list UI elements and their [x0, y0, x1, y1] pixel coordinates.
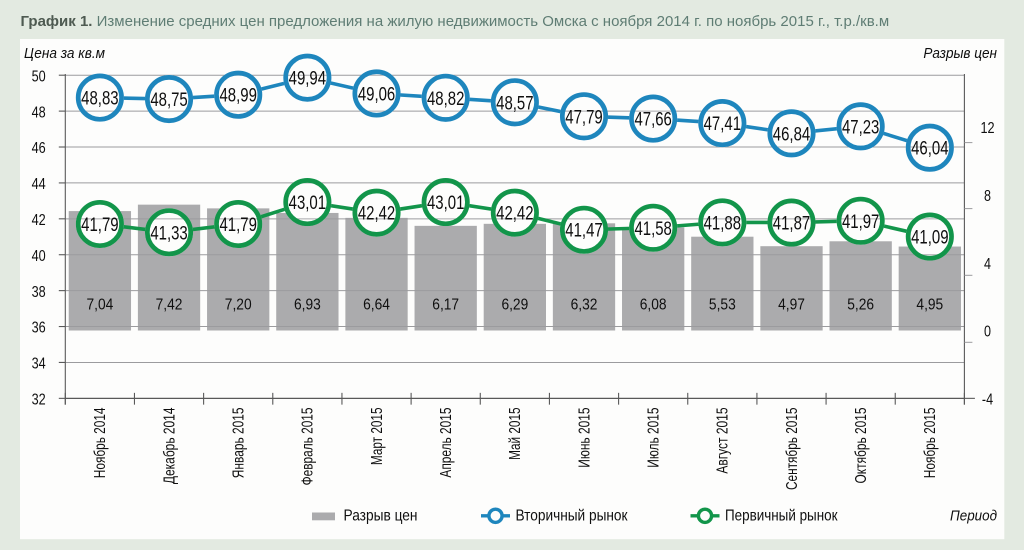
svg-text:6,17: 6,17	[432, 296, 459, 313]
svg-text:Апрель 2015: Апрель 2015	[438, 408, 455, 478]
svg-text:48,99: 48,99	[220, 85, 257, 107]
svg-text:Цена за кв.м: Цена за кв.м	[24, 46, 105, 62]
svg-text:34: 34	[32, 356, 46, 373]
svg-text:41,33: 41,33	[150, 222, 187, 244]
svg-text:43,01: 43,01	[289, 192, 326, 214]
svg-text:38: 38	[32, 284, 46, 301]
svg-text:Первичный рынок: Первичный рынок	[725, 508, 838, 525]
svg-text:Февраль 2015: Февраль 2015	[300, 408, 317, 486]
svg-text:49,94: 49,94	[289, 68, 326, 90]
svg-text:Период: Период	[950, 509, 997, 525]
svg-text:48,82: 48,82	[427, 88, 464, 110]
svg-text:4: 4	[984, 256, 991, 273]
svg-text:Январь 2015: Январь 2015	[231, 408, 248, 479]
svg-text:12: 12	[980, 120, 994, 137]
svg-text:Ноябрь 2015: Ноябрь 2015	[922, 408, 939, 479]
svg-text:Разрыв цен: Разрыв цен	[923, 46, 997, 62]
svg-text:4,95: 4,95	[916, 296, 943, 313]
svg-text:32: 32	[32, 392, 46, 409]
svg-text:48,75: 48,75	[150, 89, 187, 111]
svg-text:47,23: 47,23	[842, 116, 879, 138]
svg-text:6,93: 6,93	[294, 296, 321, 313]
svg-text:Сентябрь 2015: Сентябрь 2015	[784, 408, 801, 491]
svg-text:41,09: 41,09	[911, 227, 948, 249]
svg-text:8: 8	[984, 188, 991, 205]
svg-text:Май 2015: Май 2015	[507, 408, 524, 460]
svg-text:48,57: 48,57	[496, 92, 533, 114]
svg-text:41,97: 41,97	[842, 211, 879, 233]
svg-text:41,88: 41,88	[704, 212, 741, 234]
svg-text:-4: -4	[982, 392, 993, 409]
svg-text:Июль 2015: Июль 2015	[645, 408, 662, 468]
svg-text:41,87: 41,87	[773, 213, 810, 235]
svg-text:46: 46	[32, 140, 46, 157]
svg-text:42,42: 42,42	[358, 203, 395, 225]
svg-text:46,84: 46,84	[773, 123, 810, 145]
svg-text:6,32: 6,32	[571, 296, 598, 313]
svg-text:44: 44	[32, 176, 46, 193]
svg-text:6,29: 6,29	[501, 296, 528, 313]
svg-text:График 1. Изменение средних це: График 1. Изменение средних цен предложе…	[21, 13, 890, 30]
svg-text:36: 36	[32, 320, 46, 337]
svg-text:6,08: 6,08	[640, 296, 667, 313]
svg-text:48,83: 48,83	[81, 88, 118, 110]
svg-text:5,53: 5,53	[709, 296, 736, 313]
svg-text:41,47: 41,47	[565, 220, 602, 242]
svg-text:47,41: 47,41	[704, 113, 741, 135]
svg-text:7,20: 7,20	[225, 296, 252, 313]
svg-text:40: 40	[32, 248, 46, 265]
svg-text:41,58: 41,58	[634, 218, 671, 240]
svg-text:4,97: 4,97	[778, 296, 805, 313]
svg-text:Ноябрь 2014: Ноябрь 2014	[92, 407, 109, 478]
svg-text:42: 42	[32, 212, 46, 229]
svg-text:7,42: 7,42	[156, 296, 183, 313]
svg-text:48: 48	[32, 104, 46, 121]
svg-text:Октябрь 2015: Октябрь 2015	[853, 408, 870, 484]
svg-text:49,06: 49,06	[358, 83, 395, 105]
svg-text:7,04: 7,04	[86, 296, 113, 313]
svg-text:46,04: 46,04	[911, 138, 948, 160]
svg-text:Июнь 2015: Июнь 2015	[576, 408, 593, 468]
svg-text:42,42: 42,42	[496, 203, 533, 225]
svg-text:5,26: 5,26	[847, 296, 874, 313]
svg-text:Декабрь 2014: Декабрь 2014	[161, 407, 178, 484]
svg-text:Разрыв цен: Разрыв цен	[344, 508, 418, 525]
svg-text:43,01: 43,01	[427, 192, 464, 214]
svg-text:47,79: 47,79	[565, 106, 602, 128]
svg-text:47,66: 47,66	[634, 109, 671, 131]
svg-text:Август 2015: Август 2015	[715, 408, 732, 474]
svg-text:50: 50	[32, 68, 46, 85]
svg-text:Вторичный рынок: Вторичный рынок	[516, 508, 629, 525]
svg-text:6,64: 6,64	[363, 296, 390, 313]
svg-text:41,79: 41,79	[81, 214, 118, 236]
svg-text:0: 0	[984, 324, 991, 341]
svg-text:Март 2015: Март 2015	[369, 408, 386, 466]
svg-text:41,79: 41,79	[220, 214, 257, 236]
